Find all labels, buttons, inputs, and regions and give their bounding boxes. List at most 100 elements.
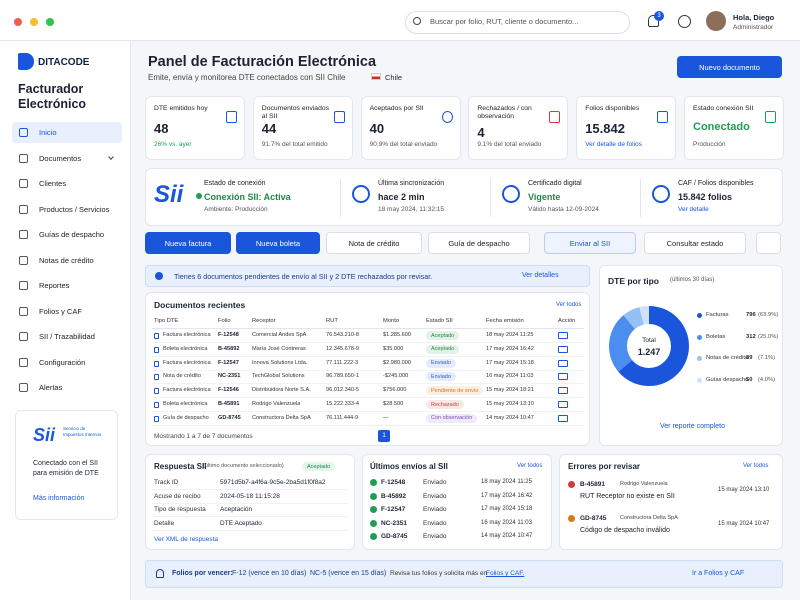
action-button[interactable]: Consultar estado xyxy=(644,232,746,254)
nav-item[interactable]: Reportes xyxy=(12,275,122,296)
page-subtitle: Emite, envía y monitorea DTE conectados … xyxy=(148,73,346,82)
nav-item[interactable]: Documentos xyxy=(12,148,122,169)
check xyxy=(370,492,377,500)
action-button[interactable]: Nueva boleta xyxy=(236,232,320,254)
cell: Boleta electrónica xyxy=(163,401,208,407)
status-logo: Sii xyxy=(154,181,184,208)
role: Administrador xyxy=(733,24,774,31)
row-action[interactable] xyxy=(558,373,568,381)
error-folio: GD-8745 xyxy=(580,515,607,522)
banner-inline-link[interactable]: Folios y CAF. xyxy=(486,570,525,577)
banner: Folios por vencer: F-12 (vence en 10 día… xyxy=(145,560,783,588)
row-action[interactable] xyxy=(558,387,568,395)
new-doc-button[interactable]: Nuevo documento xyxy=(677,56,782,78)
nav-item[interactable]: SII / Trazabilidad xyxy=(12,326,122,347)
nav-icon xyxy=(19,332,28,341)
row-action[interactable] xyxy=(558,414,568,422)
help[interactable] xyxy=(678,15,691,28)
alert-link[interactable]: Ver detalles xyxy=(522,272,559,279)
sii-card: Sii Servicio de Impuestos Internos Conec… xyxy=(15,410,118,520)
legend-label: Notas de crédito xyxy=(706,355,749,361)
flag xyxy=(371,73,381,80)
more-button[interactable] xyxy=(756,232,781,254)
nav-item[interactable]: Productos / Servicios xyxy=(12,199,122,220)
column-header: Folio xyxy=(218,318,231,324)
row-action[interactable] xyxy=(558,401,568,408)
documents-card: Documentos recientes Ver todos Mostrando… xyxy=(145,292,590,446)
cell: 17 may 2024 15:18 xyxy=(486,359,534,366)
row-action[interactable] xyxy=(558,332,568,339)
resp-link[interactable]: Ver XML de respuesta xyxy=(154,536,219,543)
nav-item[interactable]: Alertas xyxy=(12,377,122,398)
row-action[interactable] xyxy=(558,345,568,353)
field-label: Tipo de respuesta xyxy=(154,506,206,513)
action-button[interactable]: Guía de despacho xyxy=(428,232,530,254)
errors-link[interactable]: Ver todos xyxy=(743,463,769,469)
column-header: Tipo DTE xyxy=(154,318,179,324)
error-party: Constructora Delta SpA xyxy=(620,515,678,521)
nav-item[interactable]: Clientes xyxy=(12,173,122,194)
field-label: Detalle xyxy=(154,519,175,527)
search-box[interactable] xyxy=(405,11,630,34)
cell: María José Contreras xyxy=(252,345,306,352)
page-button[interactable]: 1 xyxy=(378,430,390,442)
field-value: Aceptación xyxy=(220,506,253,513)
kpi-card: Documentos enviados al SII 44 91.7% del to… xyxy=(252,96,353,160)
field-line xyxy=(152,489,348,490)
bell[interactable] xyxy=(648,15,659,27)
legend-value: 50 xyxy=(746,376,753,383)
cell: Nota de crédito xyxy=(163,373,201,380)
status-label: Estado de conexión xyxy=(204,180,266,187)
cell: F-12548 xyxy=(218,332,239,338)
kpi-note[interactable]: Ver detalle de folios xyxy=(585,141,642,148)
field-value: DTE Aceptado xyxy=(220,519,262,527)
avatar[interactable] xyxy=(706,11,726,31)
banner-link[interactable]: Ir a Folios y CAF xyxy=(692,570,745,577)
row-action[interactable] xyxy=(558,359,568,367)
legend-pct: (25.0%) xyxy=(758,333,779,340)
sii-link[interactable]: Más información xyxy=(33,495,85,502)
action-button[interactable]: Nueva factura xyxy=(145,232,231,254)
nav-icon xyxy=(19,383,28,392)
chart-link[interactable]: Ver reporte completo xyxy=(660,423,725,430)
status-note[interactable]: Ver detalle xyxy=(678,206,709,213)
dot xyxy=(46,18,54,26)
status-value: 15.842 folios xyxy=(678,192,733,202)
kpi-value: 4 xyxy=(477,125,485,140)
nav-item[interactable]: Folios y CAF xyxy=(12,301,122,322)
legend-value: 89 xyxy=(746,355,753,361)
sent-status: Enviado xyxy=(423,492,447,500)
check xyxy=(370,519,377,527)
chart-title: DTE por tipo xyxy=(608,276,659,286)
row-line xyxy=(152,369,584,371)
field-value: 5971d5b7-a4f6a-9c5e-2ba5d1f0f8a2 xyxy=(220,479,326,486)
kpi-icon xyxy=(657,111,669,123)
divider xyxy=(490,179,491,217)
kpi-value: 15.842 xyxy=(585,121,625,136)
nav-item[interactable]: Inicio xyxy=(12,122,122,143)
sent-link[interactable]: Ver todos xyxy=(517,463,543,469)
sent-folio: F-12548 xyxy=(381,479,406,486)
sent-folio: F-12547 xyxy=(381,506,406,513)
header-line xyxy=(152,328,584,329)
errors-title: Errores por revisar xyxy=(568,462,641,471)
docs-link[interactable]: Ver todos xyxy=(556,302,582,308)
action-button[interactable]: Enviar al SII xyxy=(544,232,636,254)
action-button[interactable]: Nota de crédito xyxy=(326,232,422,254)
kpi-label: DTE emitidos hoy xyxy=(154,105,208,112)
cell: Factura electrónica xyxy=(163,359,211,366)
cell: 96.012.340-5 xyxy=(326,387,359,394)
nav-item[interactable]: Notas de crédito xyxy=(12,250,122,271)
row-line xyxy=(152,397,584,399)
status-pill: Enviado xyxy=(426,372,456,382)
nav-item[interactable]: Configuración xyxy=(12,352,122,373)
kpi-value: Conectado xyxy=(693,121,750,133)
nav-item[interactable]: Guías de despacho xyxy=(12,224,122,245)
doc-icon xyxy=(154,415,159,422)
cell: F-12546 xyxy=(218,387,239,394)
row-line xyxy=(152,383,584,385)
topbar xyxy=(0,0,800,41)
cell: TechGlobal Solutions xyxy=(252,373,305,380)
cell: $756.000 xyxy=(383,387,407,394)
